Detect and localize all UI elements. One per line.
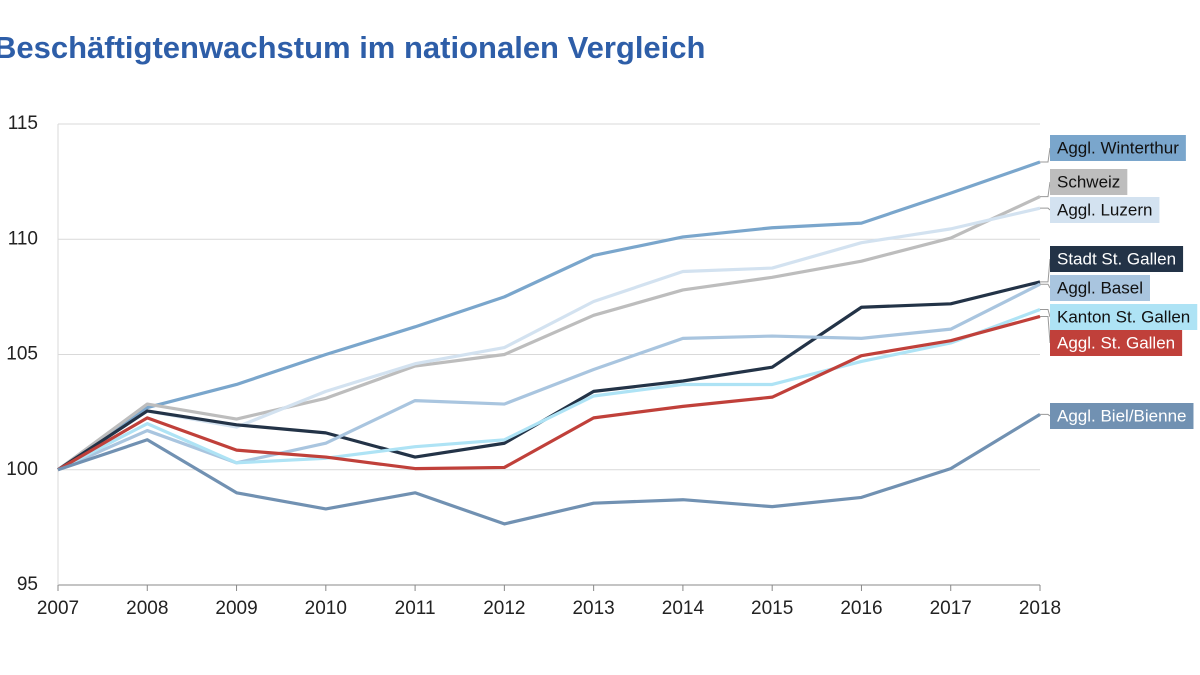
series-line	[57, 206, 1041, 472]
x-tick-label: 2016	[840, 598, 882, 619]
legend-box	[1050, 330, 1183, 356]
legend-box	[1050, 304, 1198, 330]
x-tick-label: 2011	[395, 598, 436, 619]
legend-box	[1050, 403, 1194, 429]
x-tick-label: 2010	[305, 598, 347, 619]
series-line	[57, 413, 1041, 526]
x-tick-label: 2015	[751, 598, 793, 619]
y-tick-label: 95	[17, 574, 38, 595]
legend-box	[1050, 246, 1184, 272]
label-leader	[1040, 309, 1051, 318]
x-tick-label: 2007	[37, 598, 79, 619]
legend-label: Aggl. Biel/Bienne	[1057, 406, 1186, 425]
x-tick-label: 2008	[126, 598, 168, 619]
legend-box	[1050, 197, 1160, 223]
x-tick-label: 2009	[215, 598, 257, 619]
legend-label: Schweiz	[1057, 172, 1120, 191]
y-tick-label: 100	[6, 459, 38, 480]
x-tick-label: 2018	[1019, 598, 1061, 619]
x-tick-label: 2012	[483, 598, 525, 619]
label-leader	[1040, 181, 1051, 198]
y-tick-label: 115	[8, 113, 38, 134]
label-leader	[1040, 147, 1051, 163]
series-line	[57, 308, 1041, 472]
legend-box	[1050, 275, 1150, 301]
series-line	[57, 160, 1041, 472]
legend-label: Stadt St. Gallen	[1057, 249, 1176, 268]
legend-box	[1050, 169, 1128, 195]
label-leader	[1040, 315, 1051, 344]
label-leader	[1040, 413, 1051, 417]
series-line	[57, 195, 1041, 472]
legend-label: Aggl. Basel	[1057, 278, 1143, 297]
label-leader	[1040, 258, 1051, 283]
y-tick-label: 105	[6, 344, 38, 365]
legend-box	[1050, 135, 1186, 161]
label-leader	[1040, 283, 1051, 289]
label-leader	[1040, 207, 1051, 211]
legend-label: Aggl. St. Gallen	[1057, 333, 1175, 352]
legend-label: Kanton St. Gallen	[1057, 307, 1190, 326]
y-tick-label: 110	[8, 228, 38, 249]
x-tick-label: 2017	[930, 598, 972, 619]
x-tick-label: 2014	[662, 598, 705, 619]
legend-label: Aggl. Luzern	[1057, 200, 1152, 219]
chart-title: Beschäftigtenwachstum im nationalen Verg…	[0, 30, 705, 65]
series-line	[57, 314, 1041, 472]
legend-label: Aggl. Winterthur	[1057, 138, 1179, 157]
x-tick-label: 2013	[572, 598, 614, 619]
